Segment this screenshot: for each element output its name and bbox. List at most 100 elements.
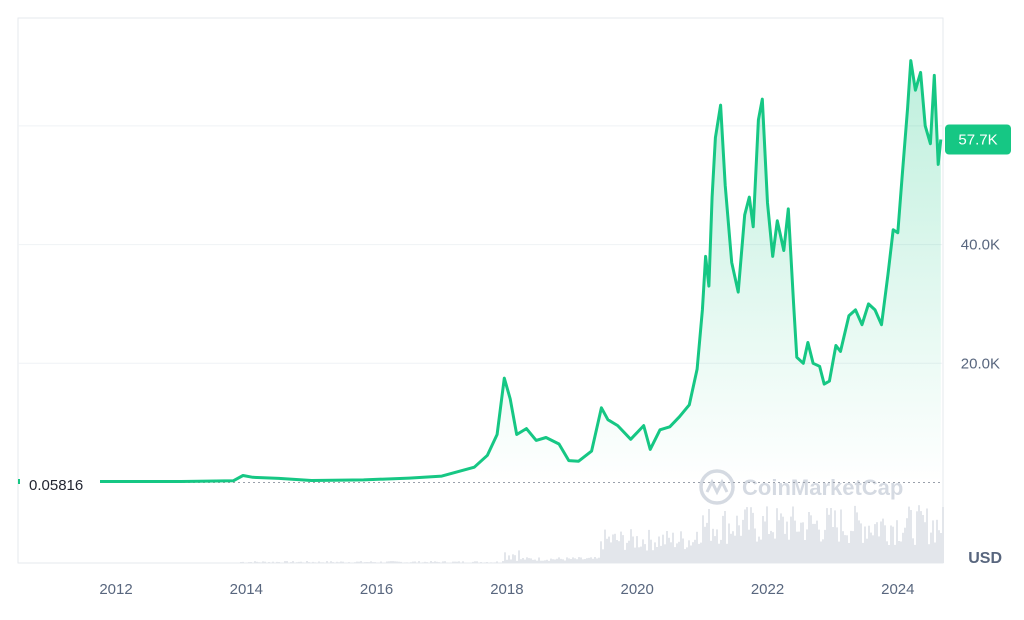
volume-bar (612, 534, 614, 563)
volume-bar (928, 544, 930, 563)
volume-bar (822, 539, 824, 563)
volume-bar (816, 520, 818, 563)
volume-bar (774, 538, 776, 563)
volume-bar (250, 562, 252, 563)
volume-bar (696, 531, 698, 563)
volume-bar (658, 536, 660, 563)
volume-bar (646, 550, 648, 563)
volume-bar (410, 562, 412, 563)
volume-bar (506, 559, 508, 563)
volume-bar (412, 561, 414, 563)
volume-bar (248, 562, 250, 563)
volume-bar (290, 562, 292, 563)
volume-bar (536, 560, 538, 563)
volume-bar (712, 528, 714, 563)
volume-bar (900, 541, 902, 563)
volume-bar (310, 562, 312, 563)
volume-bar (358, 561, 360, 563)
volume-bar (414, 561, 416, 563)
volume-bar (374, 562, 376, 563)
volume-bar (458, 561, 460, 563)
volume-bar (258, 562, 260, 563)
volume-bar (454, 561, 456, 563)
volume-bars (240, 505, 944, 563)
volume-bar (432, 562, 434, 563)
volume-bar (706, 522, 708, 563)
volume-bar (740, 535, 742, 563)
volume-bar (784, 533, 786, 563)
volume-bar (622, 535, 624, 563)
volume-bar (614, 533, 616, 563)
volume-bar (438, 562, 440, 563)
volume-bar (626, 542, 628, 563)
current-price-badge-bg (945, 124, 1011, 155)
volume-bar (542, 560, 544, 563)
volume-bar (532, 559, 534, 563)
volume-bar (388, 561, 390, 563)
volume-bar (456, 561, 458, 563)
volume-bar (630, 529, 632, 563)
volume-bar (490, 562, 492, 563)
volume-bar (862, 542, 864, 563)
volume-bar (842, 531, 844, 563)
volume-bar (824, 529, 826, 563)
volume-bar (638, 547, 640, 563)
volume-bar (810, 515, 812, 563)
volume-bar (326, 561, 328, 563)
volume-bar (434, 561, 436, 563)
volume-bar (800, 522, 802, 563)
volume-bar (880, 521, 882, 563)
volume-bar (328, 562, 330, 563)
volume-bar (356, 561, 358, 563)
volume-bar (256, 561, 258, 563)
volume-bar (366, 562, 368, 563)
price-area (21, 60, 941, 482)
volume-bar (442, 561, 444, 563)
volume-bar (524, 559, 526, 563)
volume-bar (396, 561, 398, 563)
volume-bar (484, 562, 486, 563)
volume-bar (384, 562, 386, 563)
volume-bar (908, 506, 910, 563)
volume-bar (334, 562, 336, 563)
volume-bar (262, 561, 264, 563)
volume-bar (692, 542, 694, 563)
volume-bar (516, 560, 518, 563)
start-price-label-bg (20, 473, 100, 495)
volume-bar (618, 541, 620, 563)
x-tick-label: 2022 (751, 581, 784, 598)
volume-bar (564, 560, 566, 563)
volume-bar (634, 547, 636, 563)
volume-bar (502, 561, 504, 563)
volume-bar (588, 557, 590, 563)
volume-bar (850, 530, 852, 563)
volume-bar (686, 547, 688, 563)
volume-bar (636, 536, 638, 563)
volume-bar (492, 562, 494, 563)
volume-bar (416, 562, 418, 563)
volume-bar (318, 561, 320, 563)
currency-label: USD (968, 550, 1002, 567)
volume-bar (872, 535, 874, 563)
volume-bar (364, 562, 366, 563)
volume-bar (756, 541, 758, 563)
volume-bar (610, 542, 612, 563)
x-axis-ticks: 2012 2014 2016 2018 2020 2022 2024 (99, 581, 914, 598)
volume-bar (400, 561, 402, 563)
volume-bar (372, 562, 374, 563)
x-tick-label: 2016 (360, 581, 393, 598)
volume-bar (514, 555, 516, 563)
volume-bar (510, 559, 512, 563)
volume-bar (650, 539, 652, 563)
volume-bar (804, 540, 806, 563)
volume-bar (546, 559, 548, 563)
volume-bar (390, 561, 392, 563)
volume-bar (796, 531, 798, 563)
volume-bar (314, 562, 316, 563)
volume-bar (750, 507, 752, 563)
volume-bar (904, 527, 906, 563)
volume-bar (300, 561, 302, 563)
volume-bar (732, 531, 734, 563)
volume-bar (760, 539, 762, 563)
